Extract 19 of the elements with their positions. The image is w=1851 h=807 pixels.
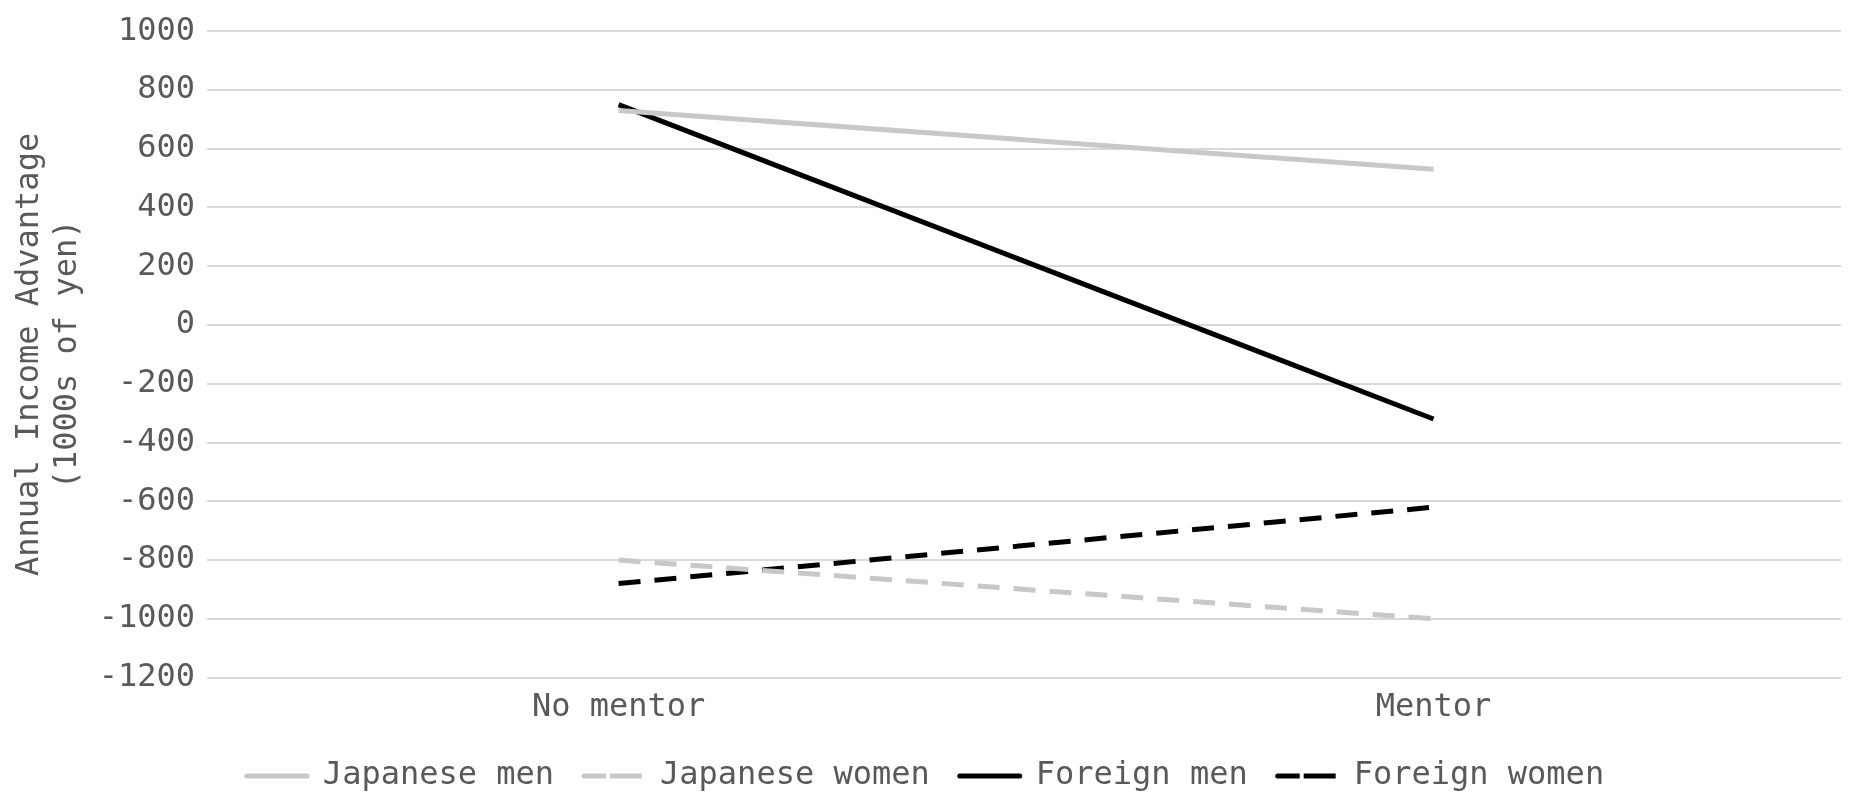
legend-label: Japanese women [660,754,930,793]
y-tick-label: 800 [137,68,196,107]
y-tick-label: 400 [137,185,196,224]
y-tick-label: -800 [118,538,196,577]
y-tick-label: 0 [175,303,196,342]
y-tick-label: 1000 [118,9,196,48]
x-tick-label: No mentor [531,686,706,725]
y-tick-label: 200 [137,244,196,283]
y-tick-label: -1000 [98,597,196,636]
y-tick-label: -200 [118,362,196,401]
x-tick-label: Mentor [1375,686,1492,725]
legend-label: Foreign women [1353,754,1605,793]
y-axis-title: Annual Income Advantage (1000s of yen) [7,132,84,576]
legend-label: Japanese men [322,754,555,793]
y-tick-label: -1200 [98,655,196,694]
y-tick-label: -400 [118,420,196,459]
y-tick-label: 600 [137,127,196,166]
y-tick-label: -600 [118,479,196,518]
legend-label: Foreign men [1035,754,1248,793]
